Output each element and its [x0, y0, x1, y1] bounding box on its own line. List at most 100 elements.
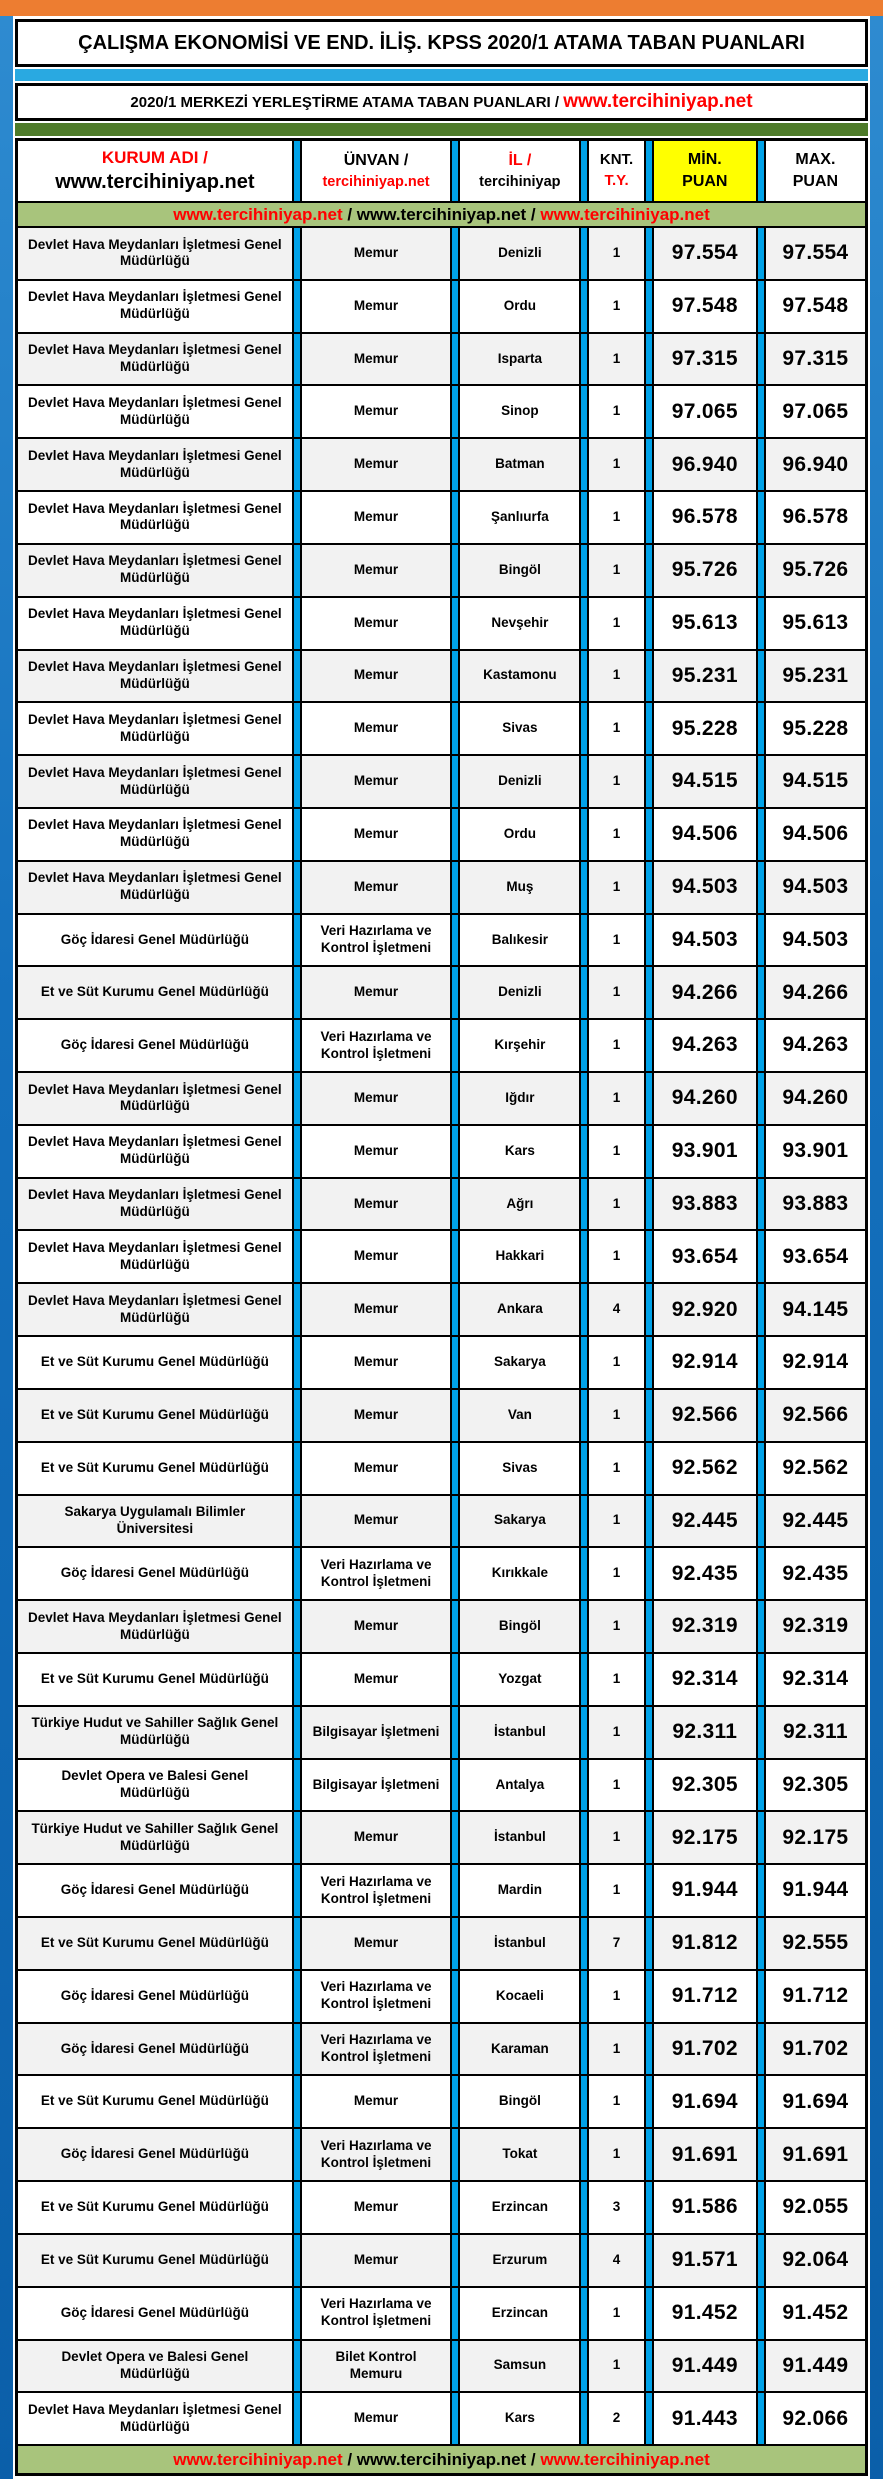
cell-knt: 1	[612, 1987, 621, 2003]
column-separator	[291, 439, 302, 491]
column-separator	[643, 1865, 654, 1916]
column-separator	[643, 2023, 654, 2075]
page-title: ÇALIŞMA EKONOMİSİ VE END. İLİŞ. KPSS 202…	[15, 19, 868, 67]
column-separator	[291, 861, 302, 913]
cell-max: 94.145	[782, 1297, 849, 1321]
column-separator	[755, 2234, 766, 2286]
cell-il: Isparta	[497, 350, 542, 366]
cell-il: İstanbul	[493, 1934, 546, 1950]
green-divider-bar	[15, 123, 868, 136]
column-separator	[291, 1548, 302, 1600]
cell-unvan: Memur	[353, 984, 399, 1000]
table-row: Devlet Hava Meydanları İşletmesi Genel M…	[18, 492, 865, 545]
column-separator	[291, 1389, 302, 1441]
column-separator	[755, 2182, 766, 2233]
column-separator	[755, 1231, 766, 1283]
cell-min: 91.586	[671, 2195, 738, 2219]
cell-il: Sivas	[502, 1459, 538, 1475]
tercihiniyap-link[interactable]: www.tercihiniyap.net	[540, 204, 710, 224]
cell-min: 91.443	[671, 2406, 738, 2430]
cell-unvan: Memur	[353, 1670, 399, 1686]
cell-unvan: Veri Hazırlama ve Kontrol İşletmeni	[320, 1028, 432, 1061]
table-row: Et ve Süt Kurumu Genel Müdürlüğü Memur Siv…	[18, 1442, 865, 1496]
cell-max: 91.452	[782, 2300, 849, 2324]
column-separator	[643, 2340, 654, 2392]
cell-max: 96.578	[782, 505, 849, 529]
cell-il: Denizli	[498, 244, 542, 260]
tercihiniyap-link[interactable]: www.tercihiniyap.net	[173, 2449, 343, 2469]
cell-unvan: Veri Hazırlama ve Kontrol İşletmeni	[320, 1873, 432, 1906]
tercihiniyap-link[interactable]: www.tercihiniyap.net	[356, 2449, 527, 2469]
column-separator	[291, 386, 302, 438]
cell-kurum: Göç İdaresi Genel Müdürlüğü	[60, 1565, 249, 1581]
cell-kurum: Göç İdaresi Genel Müdürlüğü	[60, 2040, 249, 2056]
column-separator	[450, 2023, 461, 2075]
column-separator	[291, 492, 302, 543]
column-separator	[579, 650, 590, 702]
column-separator	[643, 1284, 654, 1336]
cell-kurum: Et ve Süt Kurumu Genel Müdürlüğü	[40, 2251, 269, 2267]
column-separator	[643, 439, 654, 491]
cell-il: Erzurum	[492, 2251, 548, 2267]
column-separator	[291, 650, 302, 702]
column-separator	[450, 1178, 461, 1230]
cell-kurum: Türkiye Hudut ve Sahiller Sağlık Genel M…	[31, 1820, 279, 1853]
header-kurum-link[interactable]: www.tercihiniyap.net	[55, 171, 255, 194]
cell-min: 92.566	[671, 1403, 738, 1427]
column-separator	[291, 1601, 302, 1652]
cell-min: 91.712	[671, 1984, 738, 2008]
cell-max: 93.654	[782, 1244, 849, 1268]
cell-min: 92.435	[671, 1561, 738, 1585]
banner-separator: /	[342, 204, 357, 224]
column-separator	[755, 2287, 766, 2339]
column-separator	[579, 1548, 590, 1600]
cell-unvan: Bilgisayar İşletmeni	[312, 1723, 440, 1739]
cell-kurum: Göç İdaresi Genel Müdürlüğü	[60, 2146, 249, 2162]
column-separator	[755, 1337, 766, 1388]
column-separator	[291, 2287, 302, 2339]
cell-kurum: Türkiye Hudut ve Sahiller Sağlık Genel M…	[31, 1715, 279, 1748]
column-separator	[579, 967, 590, 1019]
cell-max: 95.231	[782, 663, 849, 687]
cell-max: 93.901	[782, 1139, 849, 1163]
cell-knt: 1	[612, 350, 621, 366]
column-separator	[579, 1442, 590, 1494]
cell-kurum: Devlet Hava Meydanları İşletmesi Genel M…	[28, 711, 282, 744]
cell-max: 94.515	[782, 769, 849, 793]
cell-kurum: Devlet Hava Meydanları İşletmesi Genel M…	[28, 2401, 282, 2434]
header-max-sublabel: PUAN	[792, 173, 839, 190]
column-separator	[450, 808, 461, 860]
column-separator	[755, 650, 766, 702]
column-separator	[450, 2287, 461, 2339]
table-row: Et ve Süt Kurumu Genel Müdürlüğü Memur Bin…	[18, 2076, 865, 2130]
tercihiniyap-link[interactable]: www.tercihiniyap.net	[356, 204, 527, 224]
column-separator	[755, 756, 766, 807]
column-separator	[643, 492, 654, 543]
cell-knt: 4	[612, 2251, 621, 2267]
column-separator	[291, 1812, 302, 1864]
column-separator	[643, 333, 654, 385]
column-separator	[643, 703, 654, 755]
column-separator	[579, 2234, 590, 2286]
table-row: Devlet Hava Meydanları İşletmesi Genel M…	[18, 280, 865, 334]
tercihiniyap-link[interactable]: www.tercihiniyap.net	[540, 2449, 710, 2469]
column-separator	[755, 1759, 766, 1811]
tercihiniyap-link[interactable]: www.tercihiniyap.net	[563, 91, 753, 112]
column-separator	[579, 439, 590, 491]
cell-unvan: Memur	[353, 720, 399, 736]
column-separator	[579, 141, 590, 201]
column-separator	[291, 1970, 302, 2022]
table-row: Devlet Hava Meydanları İşletmesi Genel M…	[18, 333, 865, 387]
column-separator	[291, 1231, 302, 1283]
column-separator	[450, 2393, 461, 2445]
column-separator	[291, 1865, 302, 1916]
header-il-link: tercihiniyap	[479, 173, 561, 190]
column-separator	[755, 1284, 766, 1336]
column-separator	[450, 1601, 461, 1652]
header-kurum-label: KURUM ADI /	[101, 147, 208, 167]
column-separator	[643, 808, 654, 860]
header-unvan-link[interactable]: tercihiniyap.net	[322, 173, 430, 190]
tercihiniyap-link[interactable]: www.tercihiniyap.net	[173, 204, 343, 224]
column-separator	[579, 2076, 590, 2128]
